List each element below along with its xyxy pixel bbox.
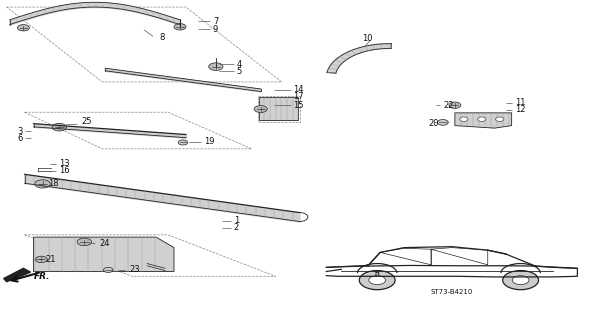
Polygon shape	[34, 237, 174, 271]
Polygon shape	[259, 97, 298, 120]
Text: 5: 5	[237, 67, 242, 76]
Text: 7: 7	[213, 17, 218, 26]
Text: ST73-B4210: ST73-B4210	[431, 289, 473, 295]
Circle shape	[208, 63, 223, 70]
Text: H: H	[375, 271, 380, 276]
Text: 22: 22	[443, 101, 453, 110]
Circle shape	[104, 268, 113, 272]
Polygon shape	[455, 113, 512, 128]
Circle shape	[495, 117, 504, 122]
Circle shape	[459, 117, 468, 122]
Text: 10: 10	[362, 35, 373, 44]
Text: 24: 24	[99, 239, 110, 248]
Circle shape	[512, 276, 529, 284]
Text: 15: 15	[294, 101, 304, 110]
Circle shape	[503, 270, 539, 290]
Text: 1: 1	[234, 216, 239, 225]
Text: 11: 11	[515, 98, 525, 107]
Circle shape	[17, 25, 29, 31]
Text: 14: 14	[294, 85, 304, 94]
Text: 17: 17	[294, 92, 304, 101]
Text: 21: 21	[46, 255, 56, 264]
Circle shape	[359, 270, 395, 290]
Text: 16: 16	[59, 166, 70, 175]
Text: 23: 23	[129, 265, 140, 275]
Text: 4: 4	[237, 60, 242, 69]
Circle shape	[477, 117, 486, 122]
Polygon shape	[327, 44, 391, 73]
Circle shape	[369, 276, 386, 284]
Text: 19: 19	[204, 137, 214, 146]
Text: 13: 13	[59, 159, 70, 168]
Text: 9: 9	[213, 25, 218, 34]
Text: 25: 25	[81, 117, 92, 126]
Text: 12: 12	[515, 105, 525, 114]
Text: 20: 20	[428, 119, 438, 128]
Circle shape	[35, 180, 50, 188]
Text: 2: 2	[234, 223, 239, 232]
Circle shape	[174, 24, 186, 30]
Text: 18: 18	[49, 180, 59, 188]
Text: 3: 3	[17, 127, 23, 136]
Circle shape	[52, 123, 66, 131]
Text: FR.: FR.	[34, 272, 50, 281]
Circle shape	[35, 256, 47, 263]
Polygon shape	[4, 268, 31, 282]
Circle shape	[77, 238, 92, 246]
Circle shape	[254, 106, 267, 113]
Text: 6: 6	[17, 134, 23, 143]
Text: 8: 8	[159, 33, 165, 42]
Circle shape	[178, 140, 187, 145]
Circle shape	[437, 120, 448, 125]
Circle shape	[449, 102, 461, 108]
